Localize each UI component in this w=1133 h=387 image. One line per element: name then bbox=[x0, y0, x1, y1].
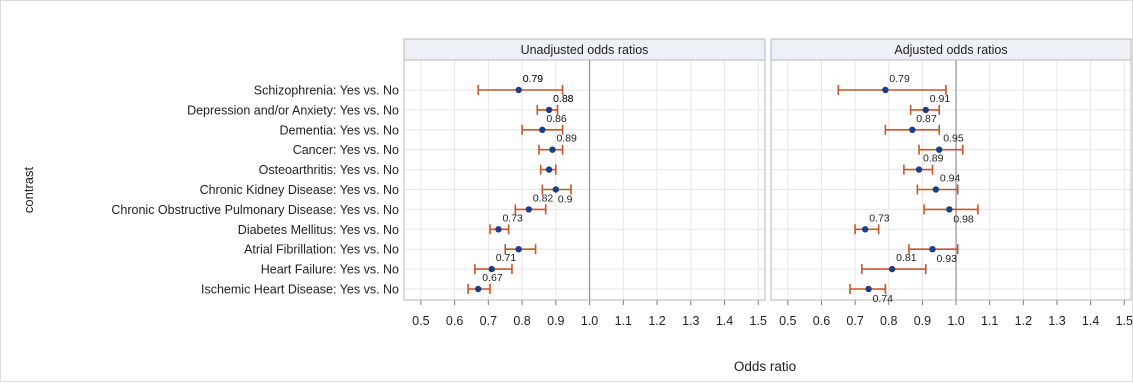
panel-2-x-tick-label: 0.8 bbox=[880, 314, 897, 328]
panel-2-x-tick-label: 1.0 bbox=[947, 314, 964, 328]
panel-2-point-estimate bbox=[888, 265, 896, 273]
panel-2-point-estimate bbox=[882, 86, 889, 94]
panel-1-value-label: 0.9 bbox=[558, 194, 573, 206]
panel-2-point-estimate bbox=[946, 206, 953, 213]
panel-2-plot-area bbox=[771, 60, 1131, 300]
y-tick-label: Depression and/or Anxiety: Yes vs. No bbox=[187, 103, 399, 117]
panel-1-value-label: 0.71 bbox=[496, 252, 517, 264]
panel-2-x-tick-label: 1.4 bbox=[1082, 314, 1099, 328]
panel-1-title: Unadjusted odds ratios bbox=[521, 43, 649, 57]
panel-2-value-label: 0.91 bbox=[930, 93, 951, 105]
panel-2-point-estimate bbox=[932, 186, 940, 193]
panel-2-value-label: 0.95 bbox=[943, 133, 964, 145]
text-layer: contrast Odds ratio 0.5 0.6 0.7 0.8 0.9 1.0 1.… bbox=[21, 43, 1133, 374]
panel-1-value-label: 0.73 bbox=[502, 212, 523, 224]
panel-1-border bbox=[403, 38, 766, 301]
panel-2-title: Adjusted odds ratios bbox=[894, 43, 1007, 57]
panel-1-x-tick-label: 1.4 bbox=[716, 314, 733, 328]
panel-1-value-label: 0.82 bbox=[533, 192, 554, 204]
panels-layer bbox=[403, 38, 1132, 301]
y-tick-label: Atrial Fibrillation: Yes vs. No bbox=[244, 243, 399, 257]
y-tick-label: Cancer: Yes vs. No bbox=[293, 143, 399, 157]
panel-2-point-estimate bbox=[865, 285, 872, 293]
panel-1-x-tick-label: 1.0 bbox=[581, 314, 598, 328]
panel-1-point-estimate bbox=[515, 246, 522, 253]
panel-2-x-tick-label: 1.2 bbox=[1015, 314, 1032, 328]
y-tick-label: Diabetes Mellitus: Yes vs. No bbox=[238, 223, 399, 237]
panel-2-value-label: 0.74 bbox=[873, 293, 894, 305]
y-axis-title: contrast bbox=[21, 166, 36, 213]
panel-1-point-estimate bbox=[549, 146, 556, 153]
panel-1-value-label: 0.79 bbox=[523, 73, 544, 85]
y-tick-label: Ischemic Heart Disease: Yes vs. No bbox=[201, 283, 399, 297]
panel-2-x-tick-label: 0.7 bbox=[846, 314, 863, 328]
panel-1-point-estimate bbox=[475, 285, 482, 293]
y-tick-label: Heart Failure: Yes vs. No bbox=[261, 263, 399, 277]
y-tick-label: Dementia: Yes vs. No bbox=[279, 123, 399, 137]
panel-2-point-estimate bbox=[862, 226, 869, 233]
panel-1-x-tick-label: 1.5 bbox=[750, 314, 767, 328]
panel-1-point-estimate bbox=[488, 265, 495, 273]
panel-1-x-tick-label: 0.8 bbox=[513, 314, 530, 328]
panel-2-point-estimate bbox=[909, 126, 916, 133]
panel-2-x-tick-label: 1.1 bbox=[981, 314, 998, 328]
panel-2-value-label: 0.81 bbox=[896, 252, 917, 264]
panel-1-value-label: 0.79 bbox=[523, 73, 544, 85]
panel-2-value-label: 0.79 bbox=[889, 73, 910, 85]
panel-2-value-label: 0.93 bbox=[936, 253, 957, 265]
panel-1-x-tick-label: 0.6 bbox=[446, 314, 463, 328]
panel-1-value-label: 0.89 bbox=[556, 133, 577, 145]
panel-1-point-estimate bbox=[495, 226, 502, 233]
panel-2-value-label: 0.89 bbox=[923, 153, 944, 165]
panel-1-point-estimate bbox=[515, 86, 522, 94]
grid-layer bbox=[404, 60, 1131, 305]
panel-1-plot-area bbox=[404, 60, 765, 300]
panel-1-x-tick-label: 0.7 bbox=[480, 314, 497, 328]
panel-1-point-estimate bbox=[525, 206, 533, 213]
panel-1-point-estimate bbox=[539, 126, 546, 133]
panel-2-value-label: 0.73 bbox=[869, 212, 890, 224]
panel-1-x-tick-label: 1.2 bbox=[648, 314, 665, 328]
x-axis-title: Odds ratio bbox=[734, 359, 796, 374]
panel-1-x-tick-label: 1.1 bbox=[615, 314, 632, 328]
y-tick-label: Chronic Kidney Disease: Yes vs. No bbox=[200, 183, 399, 197]
panel-2-x-tick-label: 1.5 bbox=[1116, 314, 1133, 328]
y-tick-label: Osteoarthritis: Yes vs. No bbox=[259, 163, 399, 177]
panel-2-point-estimate bbox=[936, 146, 943, 153]
panel-1-x-tick-label: 0.5 bbox=[412, 314, 429, 328]
panel-2-x-tick-label: 0.9 bbox=[914, 314, 931, 328]
panel-1-point-estimate bbox=[545, 106, 553, 114]
marks-layer bbox=[467, 85, 979, 294]
panel-2-value-label: 0.87 bbox=[916, 113, 937, 125]
panel-2-value-label: 0.98 bbox=[953, 213, 974, 225]
panel-1-point-estimate bbox=[552, 186, 560, 193]
panel-2-border bbox=[770, 38, 1132, 301]
panel-1-value-label: 0.67 bbox=[482, 272, 503, 284]
panel-1-value-label: 0.88 bbox=[553, 93, 574, 105]
panel-2-point-estimate bbox=[915, 166, 923, 173]
panel-1-point-estimate bbox=[545, 166, 553, 173]
panel-1-value-label: 0.86 bbox=[546, 113, 567, 125]
panel-1-x-tick-label: 0.9 bbox=[547, 314, 564, 328]
panel-1-x-tick-label: 1.3 bbox=[682, 314, 699, 328]
panel-2-x-tick-label: 0.5 bbox=[779, 314, 796, 328]
panel-2-point-estimate bbox=[922, 106, 929, 114]
y-tick-label: Schizophrenia: Yes vs. No bbox=[254, 84, 399, 98]
panel-1-value-label: 0.88 bbox=[553, 93, 574, 105]
panel-2-x-tick-label: 0.6 bbox=[813, 314, 830, 328]
y-tick-label: Chronic Obstructive Pulmonary Disease: Y… bbox=[111, 203, 399, 217]
panel-2-value-label: 0.94 bbox=[940, 173, 961, 185]
panel-2-x-tick-label: 1.3 bbox=[1048, 314, 1065, 328]
panel-2-point-estimate bbox=[929, 246, 936, 253]
